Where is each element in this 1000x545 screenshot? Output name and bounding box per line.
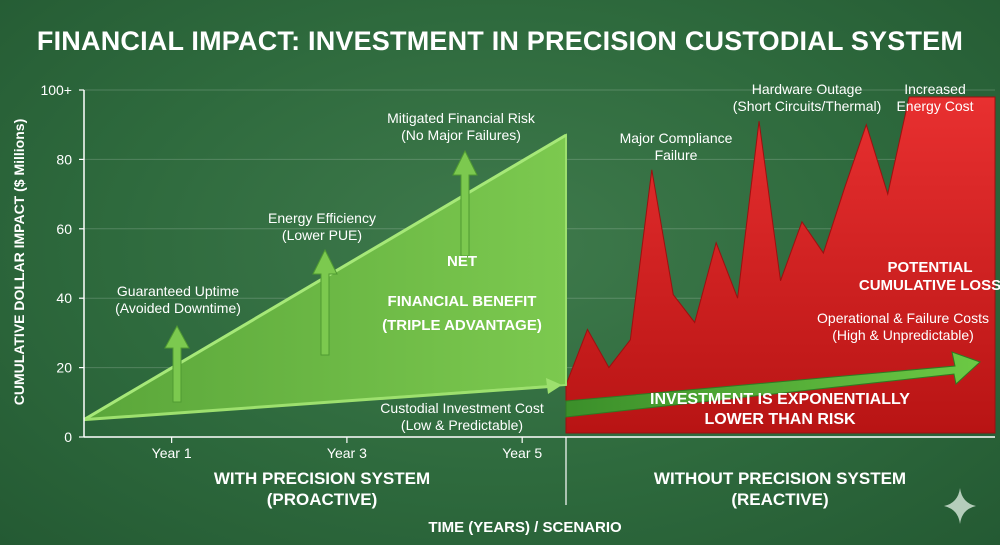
svg-text:(Short Circuits/Thermal): (Short Circuits/Thermal) xyxy=(733,98,882,114)
svg-text:Hardware Outage: Hardware Outage xyxy=(752,81,863,97)
annotation-guaranteed-uptime: Guaranteed Uptime (Avoided Downtime) xyxy=(115,283,241,316)
y-tick-label: 80 xyxy=(56,151,72,167)
svg-text:INVESTMENT IS EXPONENTIALLY: INVESTMENT IS EXPONENTIALLY xyxy=(650,391,910,408)
svg-text:Major Compliance: Major Compliance xyxy=(620,130,733,146)
svg-text:WITH PRECISION SYSTEM: WITH PRECISION SYSTEM xyxy=(214,469,430,488)
svg-text:LOWER THAN RISK: LOWER THAN RISK xyxy=(704,411,856,428)
annotation-hardware-outage: Hardware Outage (Short Circuits/Thermal) xyxy=(733,81,882,114)
x-tick-label: Year 1 xyxy=(152,445,192,461)
arrow-guaranteed-uptime xyxy=(164,324,190,403)
svg-text:(Lower PUE): (Lower PUE) xyxy=(282,227,362,243)
annotation-potential-loss: POTENTIAL CUMULATIVE LOSS xyxy=(859,259,1000,294)
svg-text:Operational & Failure Costs: Operational & Failure Costs xyxy=(817,310,989,326)
x-tick-label: Year 3 xyxy=(327,445,367,461)
svg-text:WITHOUT PRECISION SYSTEM: WITHOUT PRECISION SYSTEM xyxy=(654,469,906,488)
sparkle-icon xyxy=(944,488,976,524)
y-tick-label: 40 xyxy=(56,290,72,306)
svg-text:CUMULATIVE LOSS: CUMULATIVE LOSS xyxy=(859,277,1000,294)
y-axis-label: CUMULATIVE DOLLAR IMPACT ($ Millions) xyxy=(11,119,27,405)
y-tick-label: 0 xyxy=(64,429,72,445)
annotation-operational-costs: Operational & Failure Costs (High & Unpr… xyxy=(817,310,989,343)
svg-text:Increased: Increased xyxy=(904,81,965,97)
svg-text:FINANCIAL BENEFIT: FINANCIAL BENEFIT xyxy=(388,293,537,310)
annotation-mitigated-risk: Mitigated Financial Risk (No Major Failu… xyxy=(387,110,536,143)
y-axis-ticks: 0 20 40 60 80 100+ xyxy=(40,82,84,445)
svg-text:(No Major Failures): (No Major Failures) xyxy=(401,127,521,143)
y-tick-label: 20 xyxy=(56,360,72,376)
investment-cost-arrowhead xyxy=(546,377,562,394)
svg-text:(Avoided Downtime): (Avoided Downtime) xyxy=(115,300,241,316)
arrow-investment-lower xyxy=(565,351,981,418)
loss-area xyxy=(565,96,996,434)
svg-text:(Low & Predictable): (Low & Predictable) xyxy=(401,417,523,433)
annotation-investment-lower: INVESTMENT IS EXPONENTIALLY LOWER THAN R… xyxy=(650,391,910,428)
y-tick-label: 60 xyxy=(56,221,72,237)
y-tick-label: 100+ xyxy=(40,82,72,98)
chart-title: FINANCIAL IMPACT: INVESTMENT IN PRECISIO… xyxy=(37,26,963,56)
svg-text:Mitigated Financial Risk: Mitigated Financial Risk xyxy=(387,110,536,126)
scenario-label-without: WITHOUT PRECISION SYSTEM (REACTIVE) xyxy=(654,469,906,509)
svg-text:NET: NET xyxy=(447,253,477,270)
svg-text:Guaranteed Uptime: Guaranteed Uptime xyxy=(117,283,239,299)
annotation-increased-energy: Increased Energy Cost xyxy=(896,81,973,114)
svg-text:Failure: Failure xyxy=(655,147,698,163)
scenario-label-with: WITH PRECISION SYSTEM (PROACTIVE) xyxy=(214,469,430,509)
arrow-mitigated-risk xyxy=(452,149,478,257)
annotation-custodial-cost: Custodial Investment Cost (Low & Predict… xyxy=(380,400,544,433)
annotation-energy-efficiency: Energy Efficiency (Lower PUE) xyxy=(268,210,376,243)
svg-text:(TRIPLE ADVANTAGE): (TRIPLE ADVANTAGE) xyxy=(382,317,542,334)
investment-cost-line xyxy=(83,384,551,422)
svg-text:(High & Unpredictable): (High & Unpredictable) xyxy=(832,327,974,343)
x-axis-ticks: Year 1 Year 3 Year 5 xyxy=(152,437,542,461)
svg-text:(REACTIVE): (REACTIVE) xyxy=(731,490,828,509)
svg-text:Custodial Investment Cost: Custodial Investment Cost xyxy=(380,400,544,416)
x-tick-label: Year 5 xyxy=(502,445,542,461)
annotation-major-compliance: Major Compliance Failure xyxy=(620,130,733,163)
svg-text:Energy Cost: Energy Cost xyxy=(896,98,973,114)
x-axis-label: TIME (YEARS) / SCENARIO xyxy=(428,519,622,536)
svg-text:POTENTIAL: POTENTIAL xyxy=(888,259,973,276)
arrow-energy-efficiency xyxy=(312,248,338,356)
svg-text:Energy Efficiency: Energy Efficiency xyxy=(268,210,376,226)
svg-text:(PROACTIVE): (PROACTIVE) xyxy=(267,490,378,509)
annotation-net-benefit: NET FINANCIAL BENEFIT (TRIPLE ADVANTAGE) xyxy=(382,253,542,334)
